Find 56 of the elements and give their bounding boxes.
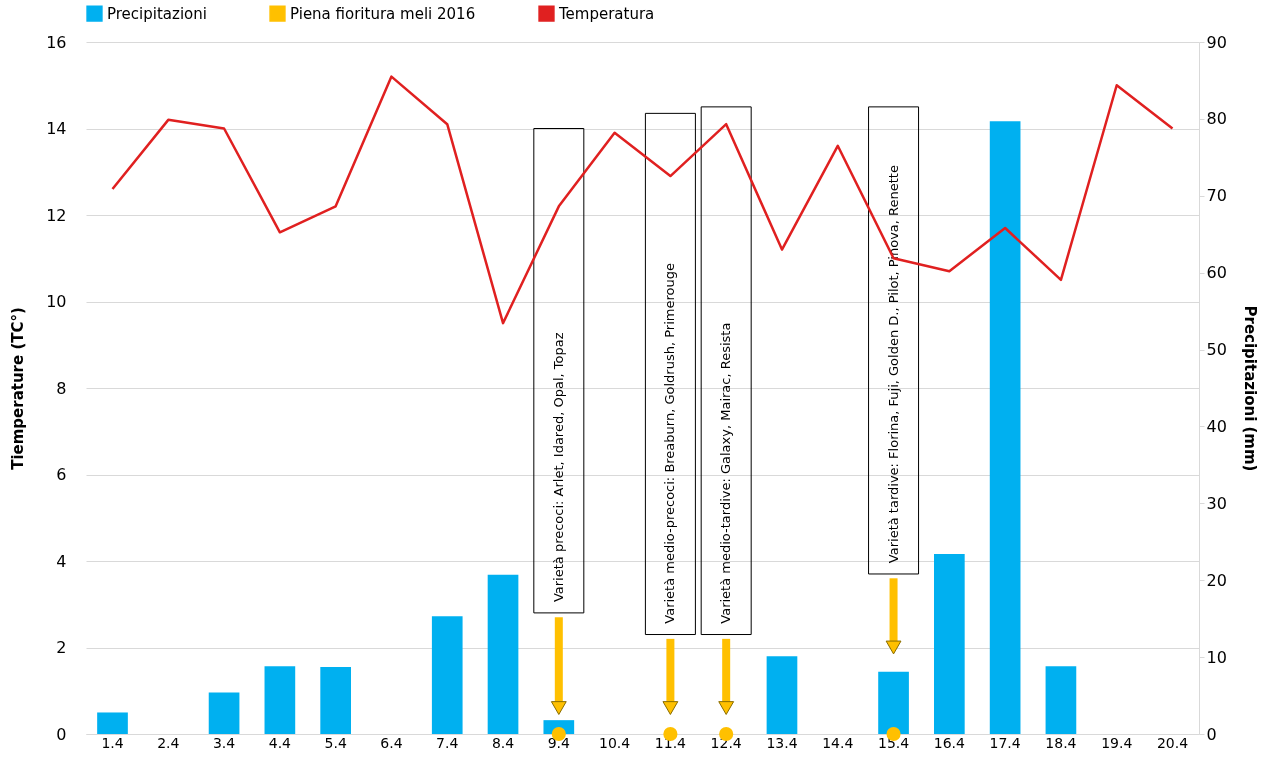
- annotation: Varietà precoci: Arlet, Idared, Opal, Topaz: [550, 332, 566, 603]
- bar: [766, 656, 798, 734]
- annotation: Varietà medio-precoci: Breaburn, Goldrush, Primerouge: [662, 263, 678, 624]
- x-tick-label: 18.4: [1045, 734, 1077, 751]
- x-tick-label: 7.4: [436, 734, 459, 751]
- annotation: Varietà tardive: Florina, Fuji, Golden D., Pilot, Pinova, Renette: [885, 165, 901, 564]
- x-tick-label: 13.4: [766, 734, 798, 751]
- x-tick-label: 8.4: [491, 734, 515, 751]
- y2-tick-label: 0: [1206, 724, 1217, 744]
- y2-tick-label: 30: [1206, 493, 1227, 513]
- x-tick-label: 4.4: [268, 734, 292, 751]
- x-tick-label: 20.4: [1156, 734, 1189, 751]
- x-tick-label: 9.4: [547, 734, 571, 751]
- x-tick-label: 17.4: [989, 734, 1021, 751]
- y2-tick-label: 50: [1206, 340, 1227, 360]
- x-tick-label: 1.4: [101, 734, 124, 751]
- y-axis-title: Tiemperature (TC°): [9, 307, 28, 470]
- bar: [320, 667, 351, 734]
- bar: [208, 692, 240, 734]
- x-tick-label: 14.4: [822, 734, 854, 751]
- y-tick-label: 2: [56, 638, 67, 657]
- bar: [97, 712, 128, 734]
- y2-tick-label: 90: [1206, 32, 1227, 52]
- y2-tick-label: 10: [1206, 647, 1227, 667]
- y2-tick-label: 40: [1206, 416, 1227, 436]
- y2-tick-label: 20: [1206, 570, 1227, 590]
- bar: [878, 671, 909, 734]
- bar: [431, 616, 463, 734]
- x-tick-label: 6.4: [380, 734, 403, 751]
- y-tick-label: 8: [56, 378, 67, 398]
- y2-tick-label: 80: [1206, 109, 1227, 129]
- y2-axis-title: Precipitazioni (mm): [1240, 305, 1259, 472]
- legend-label: Precipitazioni: [107, 4, 207, 23]
- x-tick-label: 16.4: [933, 734, 966, 751]
- y-tick-label: 14: [46, 119, 67, 138]
- x-tick-label: 5.4: [324, 734, 347, 751]
- bar: [989, 121, 1021, 734]
- annotation: Varietà medio-tardive: Galaxy, Mairac, Resista: [718, 322, 734, 624]
- legend-label: Temperatura: [558, 4, 655, 23]
- x-tick-label: 2.4: [157, 734, 180, 751]
- y2-tick-label: 70: [1206, 186, 1227, 206]
- bar: [487, 574, 519, 734]
- y-tick-label: 0: [56, 724, 67, 744]
- y-tick-label: 12: [46, 205, 67, 225]
- x-tick-label: 3.4: [212, 734, 236, 751]
- bar: [934, 554, 965, 734]
- y-tick-label: 6: [56, 465, 67, 484]
- y-tick-label: 16: [46, 32, 67, 52]
- y-tick-label: 4: [56, 551, 67, 571]
- bar: [264, 666, 296, 734]
- bar: [1045, 666, 1077, 734]
- y2-tick-label: 60: [1206, 263, 1227, 283]
- x-tick-label: 19.4: [1101, 734, 1133, 751]
- legend-label: Piena fioritura meli 2016: [290, 4, 476, 23]
- x-tick-label: 10.4: [599, 734, 631, 751]
- y-tick-label: 10: [46, 292, 67, 311]
